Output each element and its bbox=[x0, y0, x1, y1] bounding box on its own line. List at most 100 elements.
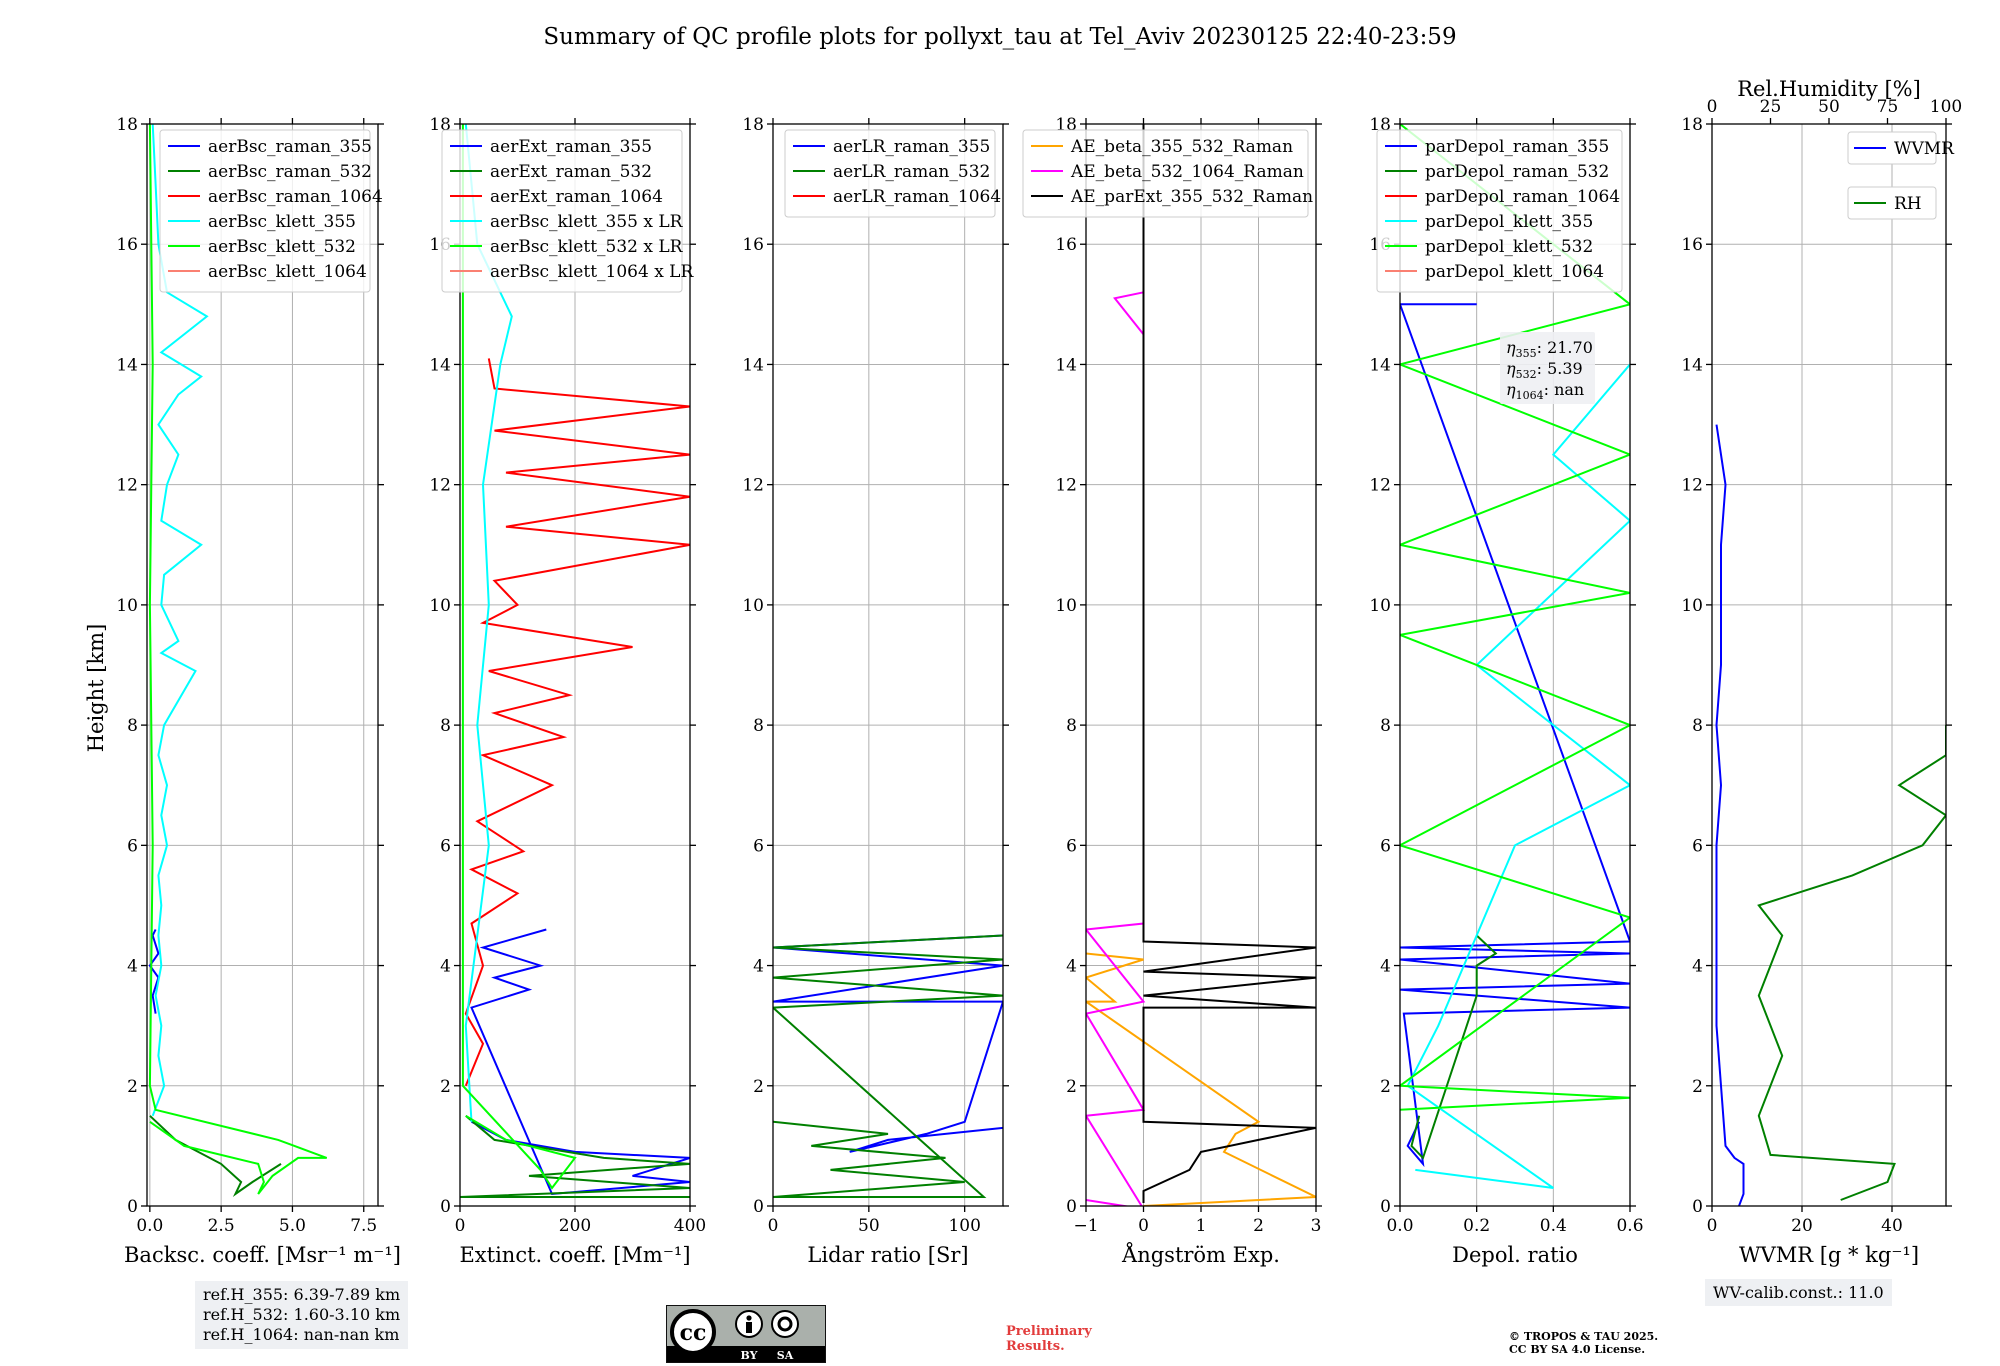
y-tick-label: 10 bbox=[429, 596, 451, 616]
y-tick-label: 18 bbox=[1681, 115, 1703, 135]
legend: parDepol_raman_355 parDepol_raman_532 parD… bbox=[1376, 129, 1623, 293]
x-axis-label: Backsc. coeff. [Msr⁻¹ m⁻¹] bbox=[124, 1243, 401, 1267]
legend-box bbox=[1022, 129, 1309, 218]
y-tick-label: 18 bbox=[742, 115, 764, 135]
legend-label: parDepol_klett_1064 bbox=[1425, 262, 1604, 282]
x-tick-label: 0.2 bbox=[1463, 1216, 1490, 1236]
y-tick-label: 16 bbox=[1681, 235, 1703, 255]
legend-label: parDepol_raman_532 bbox=[1425, 162, 1609, 182]
legend: AE_beta_355_532_Raman AE_beta_532_1064_Ra… bbox=[1022, 129, 1313, 218]
y-tick-label: 0 bbox=[1380, 1197, 1391, 1217]
preliminary-line-1: Preliminary bbox=[1006, 1324, 1092, 1339]
ref-height-532: ref.H_532: 1.60-3.10 km bbox=[203, 1305, 401, 1324]
axes-frame bbox=[1399, 123, 1631, 1207]
y-tick-label: 8 bbox=[1066, 716, 1077, 736]
legend-label: aerLR_raman_532 bbox=[833, 162, 990, 182]
preliminary-line-2: Results. bbox=[1006, 1339, 1065, 1354]
legend-label: aerBsc_klett_1064 x LR bbox=[490, 262, 694, 282]
legend-box bbox=[441, 129, 683, 293]
series-group bbox=[1715, 424, 1946, 1206]
y-tick-label: 6 bbox=[1692, 836, 1703, 856]
series-line-WVMR bbox=[1715, 424, 1745, 1206]
series-line-aerExt_raman_532 bbox=[460, 1115, 690, 1198]
y-tick-label: 10 bbox=[1055, 596, 1077, 616]
axes-frame bbox=[772, 123, 1004, 1207]
series-line-aerBsc_raman_532 bbox=[149, 1115, 282, 1197]
y-tick-label: 14 bbox=[1055, 355, 1077, 375]
y-tick-label: 4 bbox=[1692, 957, 1703, 977]
series-group bbox=[1400, 124, 1630, 1189]
eta-annotation-box bbox=[1500, 332, 1595, 404]
series-line-aerBsc_klett_532 x LR bbox=[461, 124, 577, 1190]
legend-label: parDepol_raman_1064 bbox=[1425, 187, 1620, 207]
y-tick-label: 10 bbox=[116, 596, 138, 616]
y-tick-label: 2 bbox=[1692, 1077, 1703, 1097]
y-tick-label: 0 bbox=[127, 1197, 138, 1217]
x-tick-label: 0.6 bbox=[1616, 1216, 1643, 1236]
x-tick-label: 400 bbox=[674, 1216, 706, 1236]
y-tick-label: 10 bbox=[742, 596, 764, 616]
y-tick-label: 12 bbox=[742, 476, 764, 496]
y-tick-label: 0 bbox=[1066, 1197, 1077, 1217]
legend-label: aerBsc_klett_532 x LR bbox=[490, 237, 684, 257]
legend: aerExt_raman_355 aerExt_raman_532 aerExt_r… bbox=[441, 129, 694, 293]
legend-label: AE_parExt_355_532_Raman bbox=[1070, 187, 1313, 207]
reference-height-box: ref.H_355: 6.39-7.89 km ref.H_532: 1.60-… bbox=[195, 1281, 409, 1349]
x-tick-label: 0.0 bbox=[136, 1216, 163, 1236]
legend-label: aerBsc_raman_532 bbox=[208, 162, 372, 182]
y-tick-label: 6 bbox=[1066, 836, 1077, 856]
x-tick-label: 50 bbox=[858, 1216, 880, 1236]
x-axis-label: Ångström Exp. bbox=[1121, 1242, 1280, 1267]
series-line-parDepol_raman_355 bbox=[1400, 303, 1630, 1168]
eta-annotation-line: η1064: nan bbox=[1506, 380, 1584, 402]
legend-label: parDepol_raman_355 bbox=[1425, 137, 1609, 157]
x-tick-label: 2 bbox=[1253, 1216, 1264, 1236]
x-tick-label: 0 bbox=[768, 1216, 779, 1236]
series-line-RH bbox=[1757, 725, 1946, 1201]
top-x-tick-label: 0 bbox=[1707, 97, 1718, 117]
x-axis-label: Depol. ratio bbox=[1452, 1243, 1578, 1267]
cc-badge-sa: SA bbox=[777, 1349, 794, 1362]
y-tick-label: 14 bbox=[429, 355, 451, 375]
y-tick-label: 2 bbox=[753, 1077, 764, 1097]
cc-by-sa-badge: cc BY SA bbox=[666, 1305, 826, 1363]
legend-box bbox=[159, 129, 371, 293]
y-tick-label: 12 bbox=[116, 476, 138, 496]
y-tick-label: 0 bbox=[753, 1197, 764, 1217]
y-tick-label: 12 bbox=[1369, 476, 1391, 496]
y-tick-label: 10 bbox=[1369, 596, 1391, 616]
y-tick-label: 14 bbox=[1369, 355, 1391, 375]
top-x-tick-label: 25 bbox=[1760, 97, 1782, 117]
x-axis-label: Lidar ratio [Sr] bbox=[807, 1243, 968, 1267]
y-tick-label: 6 bbox=[1380, 836, 1391, 856]
ref-height-1064: ref.H_1064: nan-nan km bbox=[203, 1325, 400, 1344]
legend-label: parDepol_klett_532 bbox=[1425, 237, 1593, 257]
legend-label: aerBsc_klett_532 bbox=[208, 237, 356, 257]
y-tick-label: 12 bbox=[1055, 476, 1077, 496]
x-tick-label: 0 bbox=[455, 1216, 466, 1236]
y-tick-label: 16 bbox=[742, 235, 764, 255]
y-tick-label: 2 bbox=[1066, 1077, 1077, 1097]
x-tick-label: 5.0 bbox=[279, 1216, 306, 1236]
x-tick-label: 0 bbox=[1707, 1216, 1718, 1236]
y-tick-label: 0 bbox=[440, 1197, 451, 1217]
series-line-aerBsc_raman_355 bbox=[148, 929, 160, 1014]
preliminary-note: Preliminary Results. bbox=[1006, 1324, 1092, 1354]
panel-lidar_ratio: 0 2 4 6 8 10 12 14 16 18 0 50 100 Lidar ratio [Sr] aer… bbox=[742, 115, 1009, 1267]
series-group bbox=[773, 934, 1003, 1198]
x-tick-label: 1 bbox=[1196, 1216, 1207, 1236]
y-tick-label: 12 bbox=[429, 476, 451, 496]
y-tick-label: 16 bbox=[1055, 235, 1077, 255]
legend-box bbox=[1847, 186, 1937, 220]
y-tick-label: 0 bbox=[1692, 1197, 1703, 1217]
y-tick-label: 4 bbox=[753, 957, 764, 977]
x-tick-label: 0 bbox=[1138, 1216, 1149, 1236]
legend-label: AE_beta_532_1064_Raman bbox=[1070, 162, 1304, 182]
legend-label: aerExt_raman_355 bbox=[490, 137, 652, 157]
y-tick-label: 10 bbox=[1681, 596, 1703, 616]
y-tick-label: 6 bbox=[127, 836, 138, 856]
